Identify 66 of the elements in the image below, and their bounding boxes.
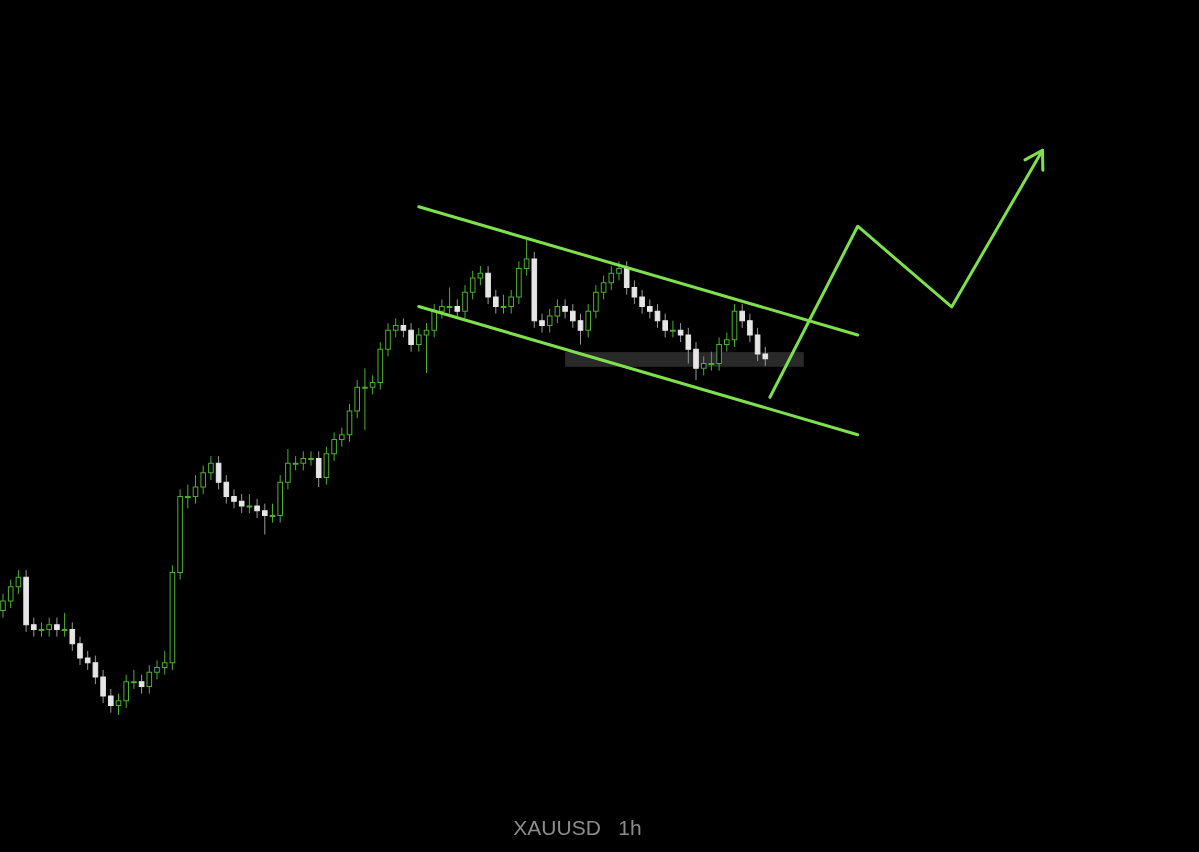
candlestick [539,313,545,334]
candlestick [200,465,206,495]
candlestick [423,322,430,374]
candlestick [431,303,437,338]
candlestick [100,669,106,704]
candlestick [208,455,214,481]
candlestick [254,498,260,519]
candlestick [562,298,568,319]
candlestick [716,336,722,372]
candlestick [446,287,453,315]
candlestick [308,450,314,467]
candlestick [362,367,368,431]
candlestick [69,621,76,652]
candlestick [693,341,699,381]
candlestick [647,298,653,319]
candlestick [570,303,576,329]
candlestick [739,303,745,329]
candlestick [108,688,114,714]
candlestick [285,448,291,490]
candlestick [392,317,399,338]
candlestick [408,322,414,353]
candlestick [138,674,145,695]
candlestick [346,403,353,443]
candlestick [354,379,360,419]
candlestick [339,427,345,448]
candlestick [315,450,322,488]
candlestick [77,636,83,666]
text: XAUUSD 1h [513,816,642,839]
candlestick [61,612,68,638]
candlestick [192,474,199,505]
candlestick [670,320,676,338]
candlestick [508,289,514,315]
candlestick [54,617,60,638]
candlestick [131,669,137,690]
candlestick [154,659,160,680]
candlestick [400,317,407,338]
candlestick [747,313,753,343]
candlestick [385,322,391,357]
candlestick [577,313,584,345]
candlestick [185,484,191,509]
candlestick [331,431,337,462]
candlestick [616,260,622,281]
candlestick [238,493,245,514]
candlestick [246,493,253,514]
candlestick [593,284,599,319]
candlestick [38,621,45,638]
candlestick [31,617,37,638]
candlestick [639,289,645,315]
candlestick [46,617,52,638]
candlestick [724,332,730,353]
candlestick [231,488,237,509]
candlestick [662,313,668,338]
candlestick [269,503,276,524]
candlestick [146,664,153,695]
candlestick [523,239,530,277]
candlestick [416,327,422,353]
candlestick [493,289,499,315]
candlestick [323,446,330,486]
candlestick [585,303,591,338]
candlestick [0,593,6,619]
candlestick [462,284,468,319]
candlestick [500,294,507,315]
candlestick [115,693,122,716]
candlestick [485,265,491,305]
candlestick [262,503,268,535]
candlestick [123,674,129,709]
